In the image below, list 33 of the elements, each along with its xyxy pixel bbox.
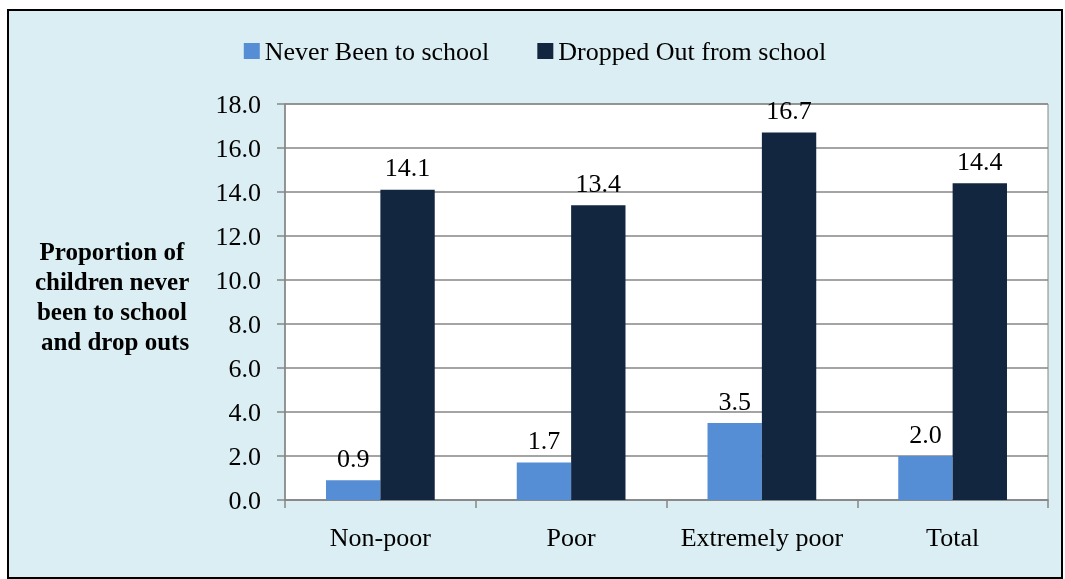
y-tick-label: 12.0 (215, 221, 261, 251)
data-label: 14.4 (957, 146, 1003, 176)
x-tick-label: Extremely poor (680, 522, 844, 552)
data-label: 3.5 (718, 386, 751, 416)
bar (761, 132, 817, 500)
y-tick-label: 14.0 (215, 177, 261, 207)
bar (952, 183, 1007, 500)
y-axis-title: Proportion of children never been to school and drop outs (34, 237, 196, 355)
bar (326, 480, 381, 500)
bar (571, 205, 626, 500)
data-label: 13.4 (575, 168, 622, 198)
y-tick-label: 8.0 (228, 309, 261, 339)
x-tick-label: Total (926, 522, 980, 552)
y-tick-label: 2.0 (228, 441, 261, 471)
y-tick-label: 4.0 (228, 397, 261, 427)
y-tick-label: 18.0 (215, 89, 261, 119)
x-tick-label: Non-poor (329, 522, 432, 552)
bar (707, 423, 762, 500)
legend-label: Never Been to school (264, 36, 490, 66)
y-tick-label: 6.0 (228, 353, 261, 383)
data-label: 14.1 (384, 153, 431, 183)
legend-label: Dropped Out from school (558, 36, 827, 66)
data-label: 0.9 (336, 443, 370, 473)
bar (380, 189, 435, 500)
x-tick-label: Poor (546, 522, 597, 552)
bar (898, 456, 953, 500)
bar (516, 462, 572, 500)
data-label: 2.0 (909, 419, 942, 449)
y-tick-label: 16.0 (215, 133, 261, 163)
y-tick-label: 10.0 (215, 265, 261, 295)
y-tick-label: 0.0 (228, 485, 261, 515)
data-label: 16.7 (766, 96, 812, 126)
data-label: 1.7 (527, 426, 561, 456)
